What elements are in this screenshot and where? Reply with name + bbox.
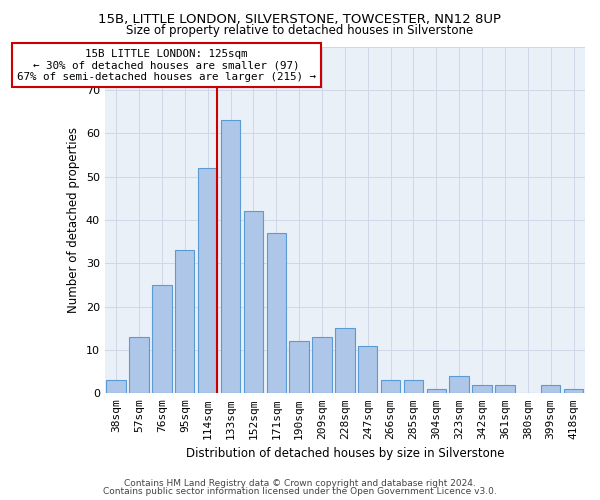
Text: 15B, LITTLE LONDON, SILVERSTONE, TOWCESTER, NN12 8UP: 15B, LITTLE LONDON, SILVERSTONE, TOWCEST… bbox=[98, 12, 502, 26]
Bar bbox=[152, 285, 172, 394]
Bar bbox=[312, 337, 332, 394]
Bar bbox=[564, 389, 583, 394]
X-axis label: Distribution of detached houses by size in Silverstone: Distribution of detached houses by size … bbox=[185, 447, 504, 460]
Bar bbox=[244, 211, 263, 394]
Bar bbox=[381, 380, 400, 394]
Bar bbox=[198, 168, 217, 394]
Bar bbox=[289, 342, 309, 394]
Bar bbox=[221, 120, 240, 394]
Text: Contains HM Land Registry data © Crown copyright and database right 2024.: Contains HM Land Registry data © Crown c… bbox=[124, 478, 476, 488]
Bar bbox=[130, 337, 149, 394]
Bar bbox=[495, 384, 515, 394]
Bar bbox=[404, 380, 423, 394]
Y-axis label: Number of detached properties: Number of detached properties bbox=[67, 127, 80, 313]
Bar bbox=[335, 328, 355, 394]
Text: 15B LITTLE LONDON: 125sqm
← 30% of detached houses are smaller (97)
67% of semi-: 15B LITTLE LONDON: 125sqm ← 30% of detac… bbox=[17, 48, 316, 82]
Text: Size of property relative to detached houses in Silverstone: Size of property relative to detached ho… bbox=[127, 24, 473, 37]
Bar bbox=[472, 384, 492, 394]
Text: Contains public sector information licensed under the Open Government Licence v3: Contains public sector information licen… bbox=[103, 487, 497, 496]
Bar bbox=[358, 346, 377, 394]
Bar bbox=[449, 376, 469, 394]
Bar bbox=[106, 380, 126, 394]
Bar bbox=[175, 250, 194, 394]
Bar bbox=[266, 233, 286, 394]
Bar bbox=[541, 384, 560, 394]
Bar bbox=[427, 389, 446, 394]
